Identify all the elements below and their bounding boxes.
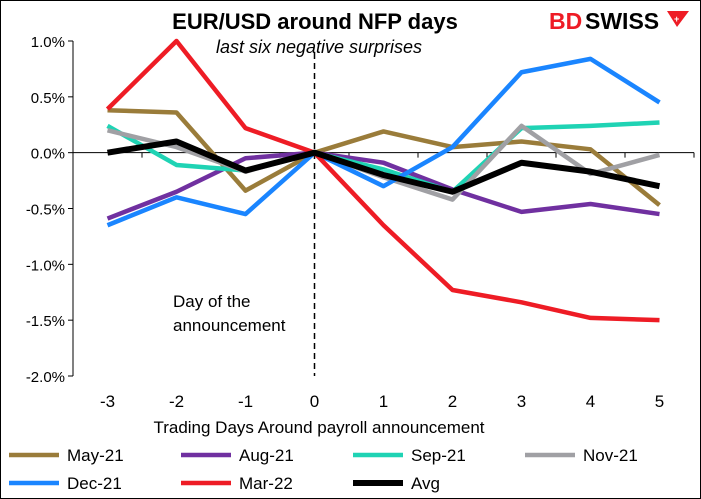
x-tick-label: 5 [655, 392, 664, 411]
series-line-mar-22 [105, 38, 660, 323]
x-tick-label: 4 [586, 392, 595, 411]
series-line-aug-21 [106, 150, 660, 221]
series-line-sep-21 [106, 120, 660, 194]
x-tick-label: 1 [379, 392, 388, 411]
svg-text:BD: BD [549, 8, 582, 34]
y-tick-label: -2.0% [26, 369, 65, 386]
series-line-avg [107, 138, 661, 195]
legend-label: Aug-21 [239, 446, 294, 465]
chart-subtitle: last six negative surprises [216, 37, 422, 57]
annotation-line2: announcement [173, 316, 286, 335]
bdswiss-logo: BD SWISS + [549, 8, 689, 34]
y-tick-label: -0.5% [26, 202, 65, 219]
legend-label: Dec-21 [67, 474, 122, 493]
svg-text:+: + [674, 14, 679, 24]
x-tick-label: -1 [238, 392, 253, 411]
y-tick-label: -1.0% [26, 257, 65, 274]
legend-label: May-21 [67, 446, 124, 465]
series-line-dec-21 [106, 56, 661, 228]
y-tick-label: 1.0% [31, 34, 65, 51]
x-axis-label: Trading Days Around payroll announcement [153, 418, 484, 437]
x-tick-label: 2 [448, 392, 457, 411]
svg-text:SWISS: SWISS [585, 8, 659, 34]
x-tick-label: -2 [169, 392, 184, 411]
annotation-line1: Day of the [173, 292, 251, 311]
x-tick-label: 0 [310, 392, 319, 411]
legend-label: Mar-22 [239, 474, 293, 493]
y-tick-label: 0.0% [31, 146, 65, 163]
series-line-may-21 [107, 107, 661, 207]
y-tick-label: -1.5% [26, 313, 65, 330]
legend-label: Sep-21 [411, 446, 466, 465]
x-tick-label: 3 [517, 392, 526, 411]
chart-title: EUR/USD around NFP days [172, 9, 458, 34]
legend-label: Avg [411, 474, 440, 493]
legend-label: Nov-21 [583, 446, 638, 465]
y-tick-label: 0.5% [31, 90, 65, 107]
x-tick-label: -3 [100, 392, 115, 411]
